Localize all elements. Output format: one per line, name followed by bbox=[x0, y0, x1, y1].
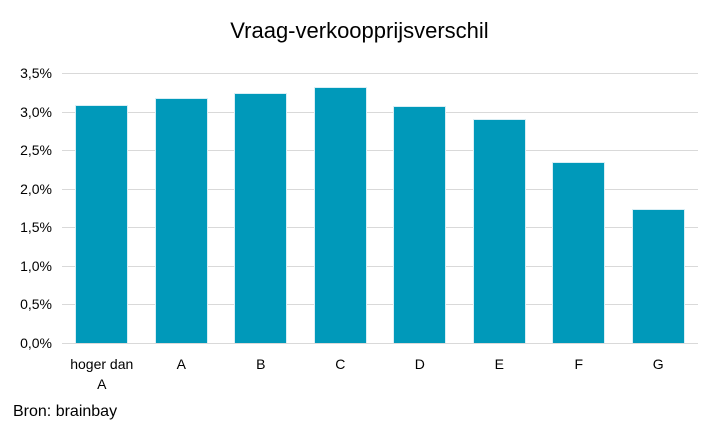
bars bbox=[62, 73, 698, 343]
gridline bbox=[62, 343, 698, 344]
y-tick-label: 2,5% bbox=[20, 142, 52, 159]
bar-slot bbox=[539, 73, 619, 343]
y-tick-label: 0,0% bbox=[20, 335, 52, 351]
bar-a bbox=[154, 98, 208, 343]
gridline bbox=[62, 188, 698, 190]
y-tick-label: 3,5% bbox=[20, 65, 52, 81]
gridline bbox=[62, 227, 698, 229]
y-tick-label: 1,5% bbox=[20, 219, 52, 236]
bar-e bbox=[472, 118, 526, 343]
y-tick-label: 3,0% bbox=[20, 103, 52, 120]
plot-area bbox=[62, 73, 698, 344]
bar-g bbox=[631, 208, 685, 343]
bar-slot bbox=[221, 73, 301, 343]
x-tick-label: A bbox=[176, 356, 186, 372]
x-tick-label: G bbox=[652, 356, 664, 372]
bar-f bbox=[552, 161, 606, 343]
gridline bbox=[62, 73, 698, 74]
bar-c bbox=[313, 86, 367, 343]
gridline bbox=[62, 304, 698, 306]
chart-title: Vraag-verkoopprijsverschil bbox=[230, 18, 489, 43]
y-tick-label: 1,0% bbox=[20, 257, 52, 274]
bar-slot bbox=[301, 73, 381, 343]
gridline bbox=[62, 150, 698, 152]
x-tick-label: F bbox=[574, 356, 584, 372]
gridline bbox=[62, 265, 698, 267]
x-tick-label: B bbox=[256, 356, 266, 372]
gridline bbox=[62, 111, 698, 113]
y-tick-label: 0,5% bbox=[20, 296, 52, 313]
bar-d bbox=[393, 106, 447, 343]
x-tick-label: D bbox=[414, 356, 425, 372]
bar-slot bbox=[380, 73, 460, 343]
source-note: Bron: brainbay bbox=[13, 403, 118, 420]
x-axis: hoger dan A A B C D E F G bbox=[62, 355, 698, 394]
y-tick-label: 2,0% bbox=[20, 180, 52, 197]
bar-hoger-dan-a bbox=[75, 104, 129, 343]
x-tick-label: hoger dan A bbox=[70, 356, 134, 392]
x-tick-label: C bbox=[335, 356, 346, 372]
bar-slot bbox=[460, 73, 540, 343]
bar-slot bbox=[142, 73, 222, 343]
bar-b bbox=[234, 93, 288, 343]
bar-slot bbox=[62, 73, 142, 343]
x-tick-label: E bbox=[494, 356, 504, 372]
y-axis: 3,5% 3,0% 2,5% 2,0% 1,5% 1,0% 0,5% 0,0% bbox=[0, 65, 52, 351]
bar-slot bbox=[619, 73, 699, 343]
